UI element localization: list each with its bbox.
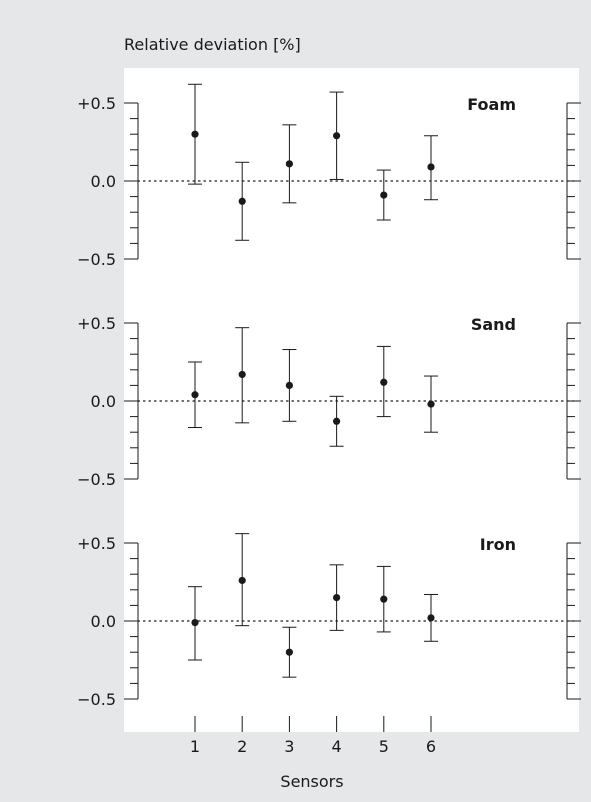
y-tick-label: 0.0: [91, 172, 116, 191]
panel-foam: +0.5 0.0 −0.5 Foam: [77, 83, 581, 269]
x-tick-label: 6: [426, 737, 436, 756]
y-axis-title: Relative deviation [%]: [124, 35, 301, 54]
plot-area: [124, 68, 579, 732]
data-point: [285, 381, 293, 389]
data-point: [285, 160, 293, 168]
data-point: [191, 391, 199, 399]
data-point: [191, 618, 199, 627]
panel-iron: +0.5 0.0 −0.5 Iron: [77, 533, 581, 709]
panel-title: Sand: [471, 315, 516, 334]
y-tick-label: −0.5: [77, 690, 116, 709]
data-point: [427, 614, 435, 622]
data-point: [285, 648, 293, 656]
data-point: [380, 595, 388, 603]
x-axis: 1 2 3 4 5 6: [190, 716, 436, 756]
x-axis-title: Sensors: [280, 772, 343, 791]
x-tick-label: 4: [332, 737, 342, 756]
x-tick-label: 5: [379, 737, 389, 756]
data-point: [191, 130, 199, 138]
panel-title: Iron: [480, 535, 516, 554]
data-point: [238, 197, 246, 205]
data-point: [238, 370, 246, 379]
data-point: [238, 576, 246, 585]
panel-sand: +0.5 0.0 −0.5 Sand: [77, 314, 581, 489]
data-point: [333, 417, 341, 425]
panels-group: +0.5 0.0 −0.5 Foam +0.5 0.0 −0.5 Sand +0.5 0.0 −0.…: [77, 83, 581, 709]
y-tick-label: 0.0: [91, 612, 116, 631]
data-point: [380, 191, 388, 199]
data-point: [427, 163, 435, 171]
data-point: [333, 594, 341, 602]
y-tick-label: +0.5: [77, 534, 116, 553]
data-point: [380, 378, 388, 386]
y-tick-label: +0.5: [77, 314, 116, 333]
x-tick-label: 1: [190, 737, 200, 756]
data-point: [333, 132, 341, 140]
y-tick-label: 0.0: [91, 392, 116, 411]
y-tick-label: −0.5: [77, 470, 116, 489]
x-tick-label: 2: [237, 737, 247, 756]
panel-title: Foam: [467, 95, 516, 114]
y-tick-label: +0.5: [77, 94, 116, 113]
y-tick-label: −0.5: [77, 250, 116, 269]
x-tick-label: 3: [284, 737, 294, 756]
data-point: [427, 400, 435, 408]
